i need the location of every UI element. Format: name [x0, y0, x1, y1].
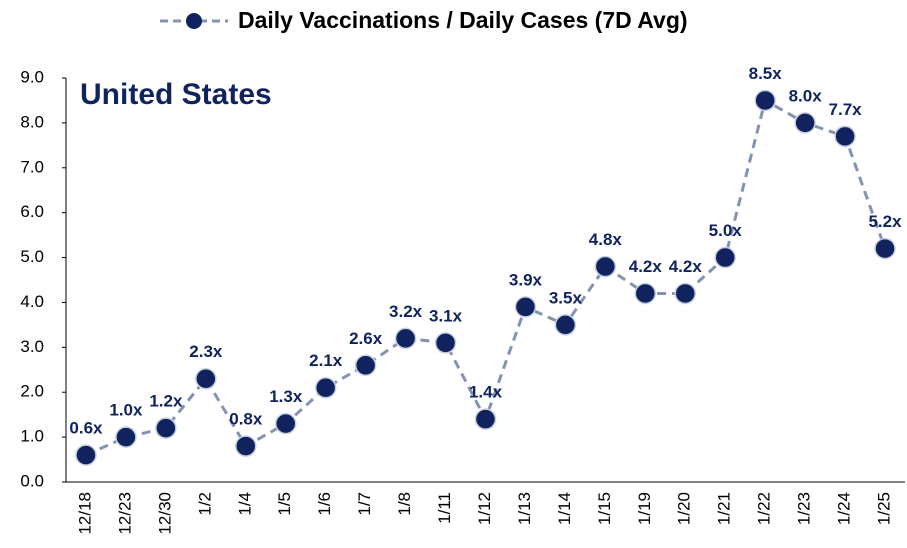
data-label: 7.7x	[829, 100, 863, 119]
point	[634, 282, 657, 305]
data-label: 8.0x	[789, 86, 823, 105]
y-tick-label: 1.0	[20, 427, 44, 446]
x-tick-label: 12/18	[75, 492, 94, 535]
data-label: 2.6x	[349, 329, 383, 348]
x-tick-label: 1/25	[875, 492, 894, 525]
x-tick-label: 1/20	[675, 492, 694, 525]
x-tick-label: 1/5	[275, 492, 294, 516]
point	[514, 296, 537, 318]
y-tick-label: 6.0	[20, 202, 44, 221]
data-label: 3.9x	[509, 270, 543, 289]
point	[115, 426, 137, 448]
data-label: 2.3x	[189, 342, 223, 361]
point	[394, 327, 417, 350]
x-tick-label: 1/6	[315, 492, 334, 516]
x-tick-label: 1/13	[515, 492, 534, 525]
y-tick-label: 0.0	[20, 471, 44, 490]
point	[834, 125, 856, 148]
point	[434, 332, 457, 354]
x-tick-label: 12/30	[155, 492, 174, 535]
point	[674, 282, 697, 305]
y-tick-label: 7.0	[20, 157, 44, 176]
data-label: 4.8x	[589, 230, 623, 249]
data-label: 0.8x	[229, 410, 263, 429]
point	[554, 314, 577, 336]
data-label: 3.5x	[549, 288, 583, 307]
point	[794, 112, 816, 134]
data-label: 1.0x	[109, 401, 143, 420]
series-line	[85, 98, 887, 457]
legend-marker	[186, 13, 202, 29]
x-tick-label: 1/22	[755, 492, 774, 525]
x-tick-label: 1/15	[595, 492, 614, 525]
x-tick-label: 1/7	[355, 492, 374, 516]
point	[235, 435, 257, 457]
x-tick-label: 12/23	[115, 492, 134, 535]
point	[354, 354, 377, 377]
data-label: 4.2x	[669, 257, 703, 276]
data-label: 1.2x	[149, 392, 183, 411]
y-tick-label: 4.0	[20, 292, 44, 311]
data-label: 8.5x	[749, 64, 783, 83]
x-tick-label: 1/11	[435, 492, 454, 524]
point	[274, 412, 297, 435]
data-label: 3.2x	[389, 302, 423, 321]
point	[874, 237, 896, 260]
x-tick-label: 1/14	[555, 492, 574, 525]
x-tick-label: 1/12	[475, 492, 494, 525]
x-tick-label: 1/24	[835, 492, 854, 525]
point	[594, 255, 617, 278]
data-label: 1.3x	[269, 387, 303, 406]
data-label: 3.1x	[429, 306, 463, 325]
data-label: 4.2x	[629, 257, 663, 276]
y-tick-label: 3.0	[20, 337, 44, 356]
point	[714, 246, 736, 269]
annotation: United States	[80, 78, 272, 111]
x-tick-label: 1/4	[235, 492, 254, 516]
point	[754, 89, 776, 112]
point	[155, 417, 177, 439]
x-tick-label: 1/8	[395, 492, 414, 516]
y-tick-label: 8.0	[20, 112, 44, 131]
data-label: 0.6x	[69, 419, 103, 438]
point	[195, 368, 217, 390]
point	[474, 408, 497, 430]
legend-label: Daily Vaccinations / Daily Cases (7D Avg…	[238, 7, 688, 33]
data-label: 1.4x	[469, 383, 503, 402]
y-tick-label: 5.0	[20, 247, 44, 266]
x-tick-label: 1/21	[715, 492, 734, 525]
data-label: 5.0x	[709, 221, 743, 240]
data-label: 5.2x	[868, 212, 902, 231]
y-tick-label: 9.0	[20, 67, 44, 86]
y-tick-label: 2.0	[20, 382, 44, 401]
point	[314, 376, 337, 399]
x-tick-label: 1/19	[635, 492, 654, 525]
x-tick-label: 1/2	[195, 492, 214, 516]
legend: Daily Vaccinations / Daily Cases (7D Avg…	[160, 7, 688, 33]
x-tick-label: 1/23	[795, 492, 814, 525]
point	[75, 444, 97, 466]
data-label: 2.1x	[309, 351, 343, 370]
